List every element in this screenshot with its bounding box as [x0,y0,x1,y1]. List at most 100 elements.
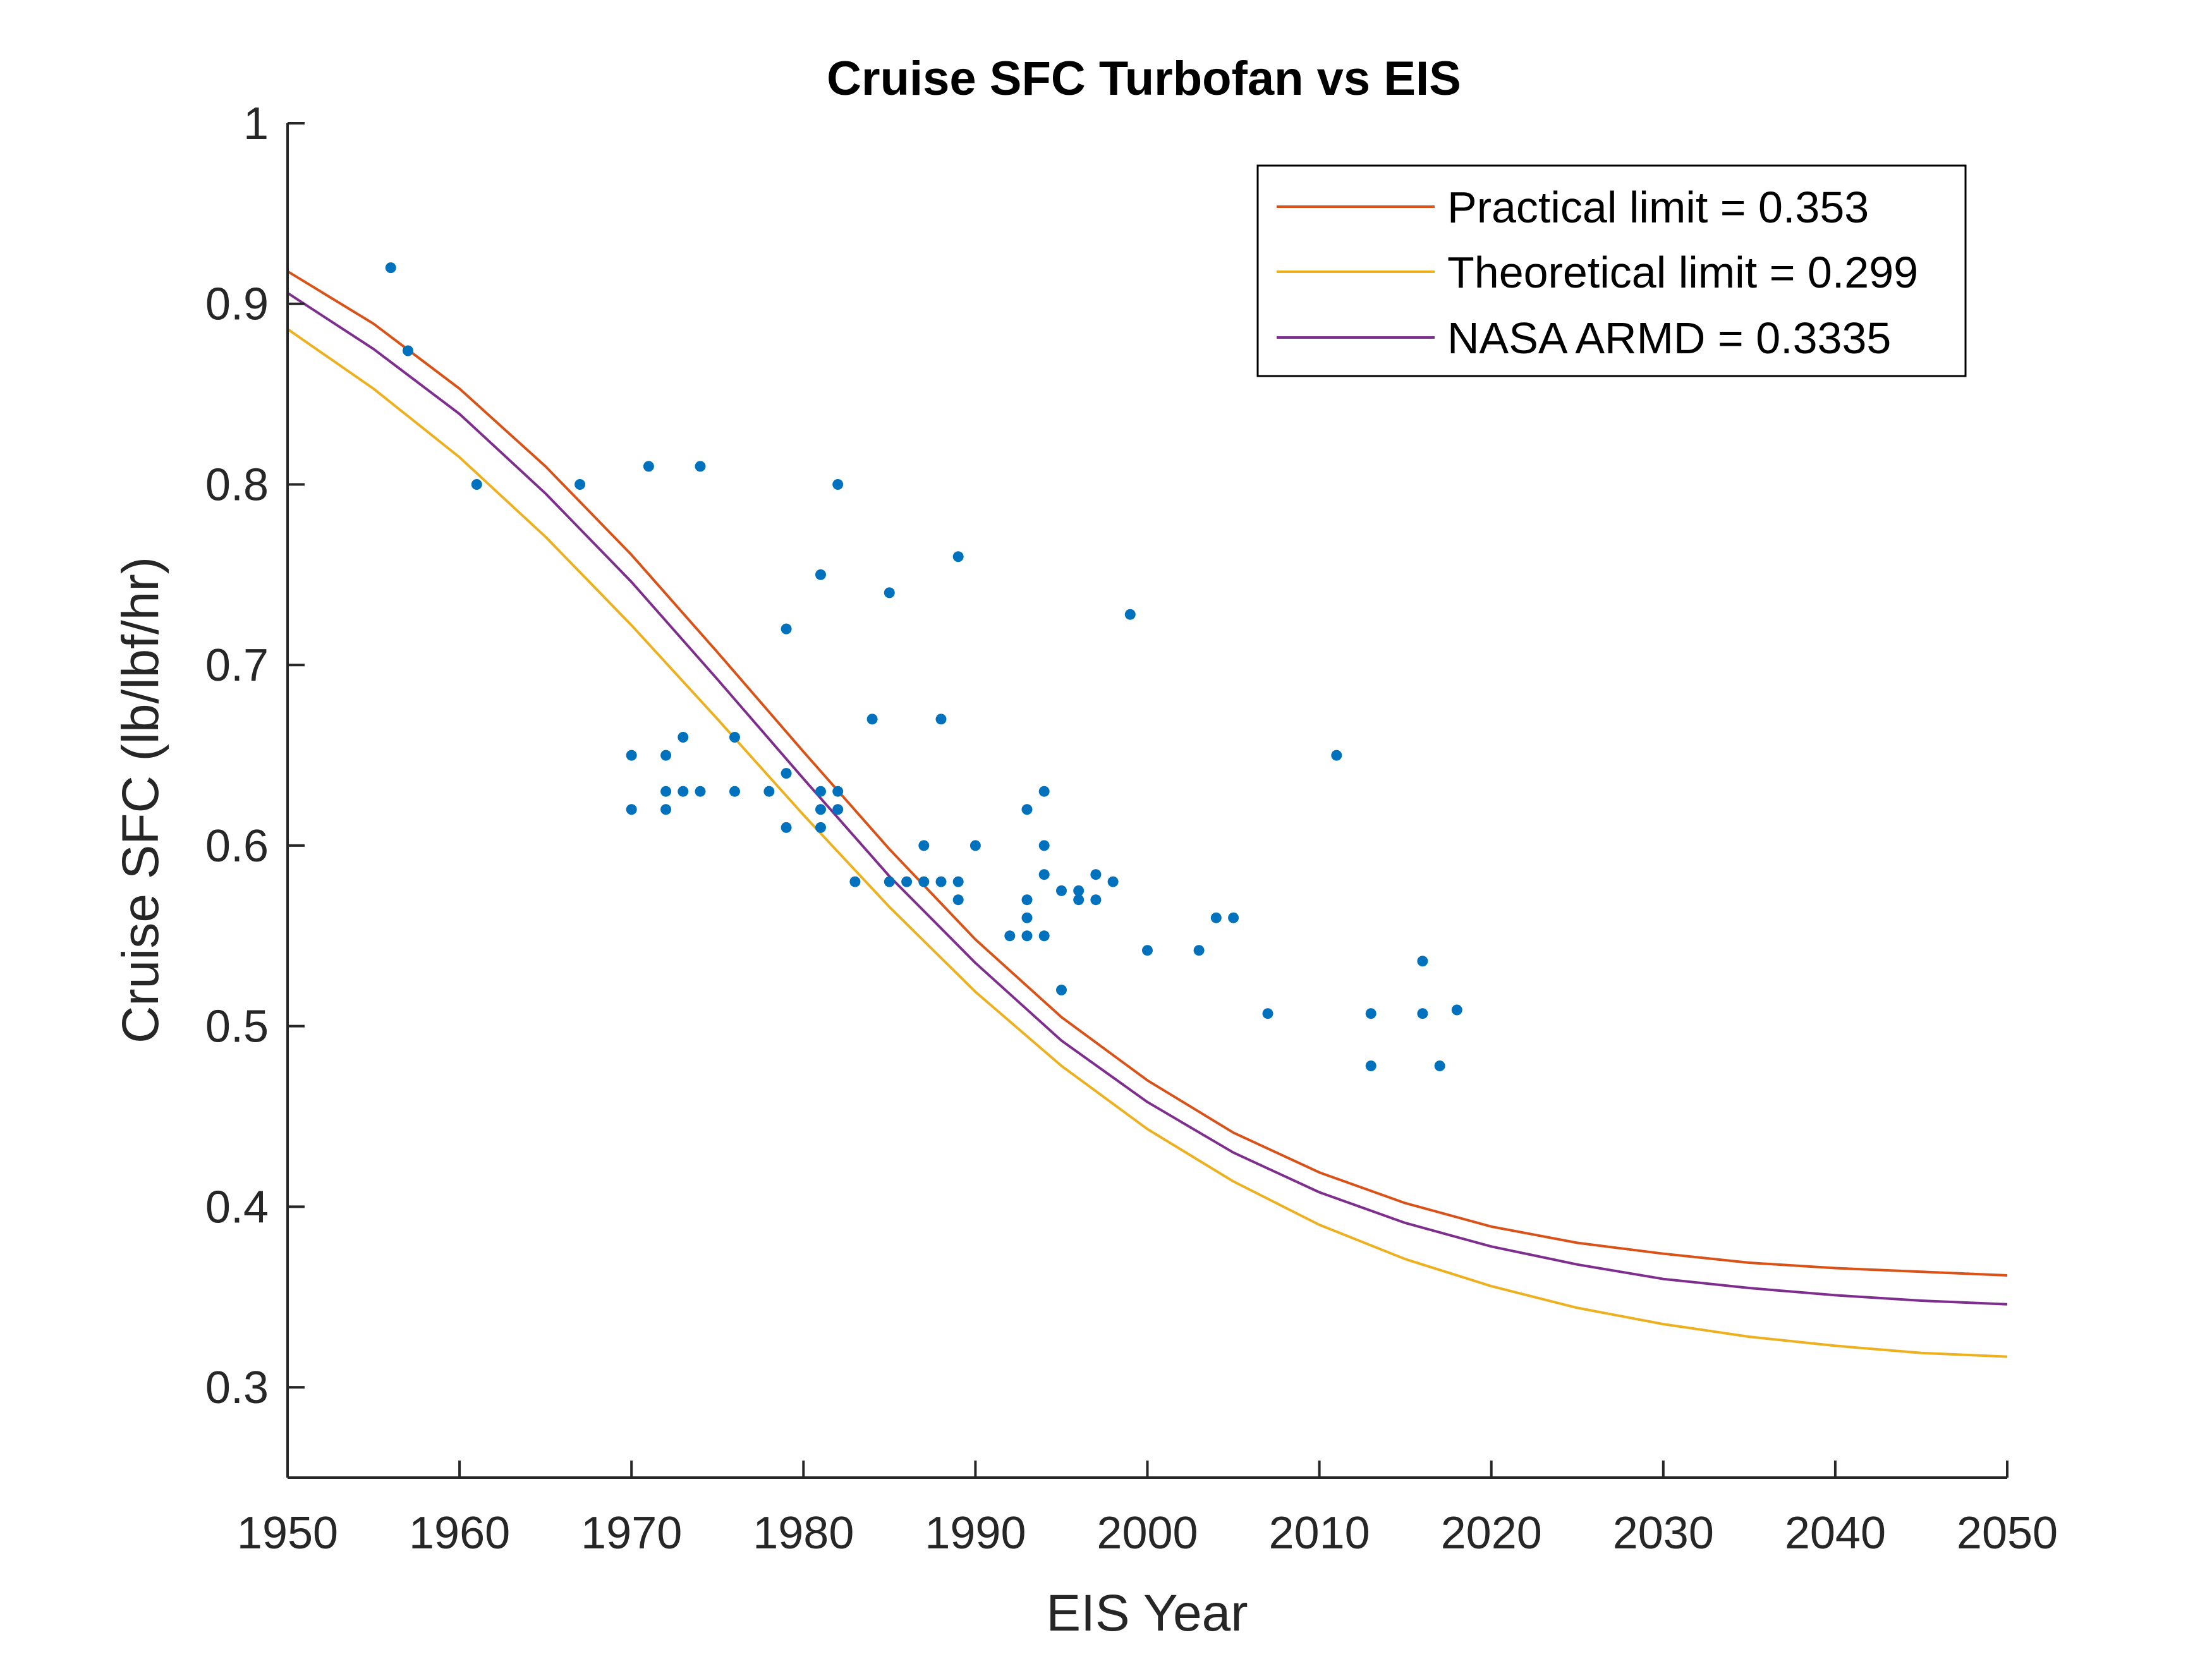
x-tick-label: 1970 [581,1508,682,1559]
data-point [832,786,844,797]
y-tick-label: 0.3 [205,1363,269,1413]
y-tick-label: 0.7 [205,640,269,691]
data-point [884,587,895,599]
data-point [1004,930,1016,942]
series-line-1 [286,270,2008,1277]
data-point [952,551,964,562]
data-point [1434,1060,1445,1071]
y-tick-label: 0.8 [205,459,269,510]
x-tick-label: 2020 [1441,1508,1542,1559]
data-point [815,569,826,580]
series-layer [286,270,2008,1358]
data-point [1021,804,1033,815]
y-tick-label: 1 [243,99,269,149]
data-point [729,786,740,797]
data-point [1021,930,1033,942]
plot-area [286,262,2008,1358]
y-tick-label: 0.9 [205,279,269,330]
data-point [918,876,930,887]
data-point [1331,750,1342,761]
data-point [866,714,878,725]
data-point [1090,869,1102,880]
data-point [832,479,844,490]
data-point [781,822,792,833]
x-tick-label: 1950 [237,1508,338,1559]
data-point [969,840,981,851]
data-point [763,786,775,797]
data-point [832,804,844,815]
data-point [574,479,586,490]
data-point [1038,930,1050,942]
data-point [1056,985,1067,995]
x-tick-label: 2050 [1957,1508,2058,1559]
data-point [678,732,689,743]
data-point [1073,894,1085,906]
data-point [1262,1008,1273,1019]
y-tick-label: 0.5 [205,1002,269,1052]
legend: Practical limit = 0.353 Theoretical limit… [1256,164,1967,377]
x-tick-label: 1990 [925,1508,1026,1559]
data-point [1073,885,1085,896]
y-ticks: 0.3 0.4 0.5 0.6 0.7 0.8 0.9 1 [205,99,305,1413]
x-tick-label: 2040 [1785,1508,1886,1559]
data-point [781,768,792,779]
x-tick-label: 1960 [409,1508,510,1559]
series-line-3 [286,291,2008,1306]
data-point [385,262,396,274]
scatter-points [385,262,1462,1071]
data-point [901,876,913,887]
legend-label-2: Theoretical limit = 0.299 [1447,248,1918,297]
data-point [695,461,706,472]
data-point [403,345,413,356]
chart-title: Cruise SFC Turbofan vs EIS [827,52,1461,106]
legend-box [1256,164,1967,377]
x-tick-label: 1980 [753,1508,854,1559]
data-point [729,732,740,743]
data-point [695,786,706,797]
legend-label-1: Practical limit = 0.353 [1447,183,1869,232]
data-point [660,786,672,797]
data-point [884,876,895,887]
data-point [626,804,637,815]
x-tick-label: 2000 [1097,1508,1198,1559]
data-point [678,786,689,797]
data-point [660,804,672,815]
data-point [952,894,964,906]
data-point [918,840,930,851]
y-tick-label: 0.6 [205,821,269,872]
data-point [1090,894,1102,906]
data-point [1365,1008,1376,1019]
data-point [849,876,861,887]
data-point [1107,876,1119,887]
data-point [1021,894,1033,906]
data-point [781,623,792,635]
data-point [1228,912,1239,923]
data-point [626,750,637,761]
x-ticks: 1950 1960 1970 1980 1990 2000 2010 2020 2030 2040… [237,1461,2058,1559]
data-point [815,786,826,797]
data-point [935,714,947,725]
legend-label-3: NASA ARMD = 0.3335 [1447,313,1891,363]
data-point [471,479,482,490]
data-point [1193,945,1205,956]
data-point [1451,1004,1462,1016]
y-tick-label: 0.4 [205,1182,269,1232]
x-tick-label: 2010 [1269,1508,1370,1559]
y-axis-label: Cruise SFC (lb/lbf/hr) [112,557,169,1043]
data-point [815,822,826,833]
x-tick-label: 2030 [1613,1508,1714,1559]
data-point [815,804,826,815]
data-point [1124,609,1136,620]
data-point [935,876,947,887]
data-point [1038,840,1050,851]
data-point [1021,912,1033,923]
data-point [1056,885,1067,896]
x-axis-label: EIS Year [1046,1584,1248,1642]
series-line-2 [286,328,2008,1358]
axes: 1950 1960 1970 1980 1990 2000 2010 2020 2030 2040… [205,99,2058,1559]
data-point [1417,1008,1428,1019]
data-point [1038,869,1050,880]
data-point [1365,1060,1376,1071]
data-point [660,750,672,761]
